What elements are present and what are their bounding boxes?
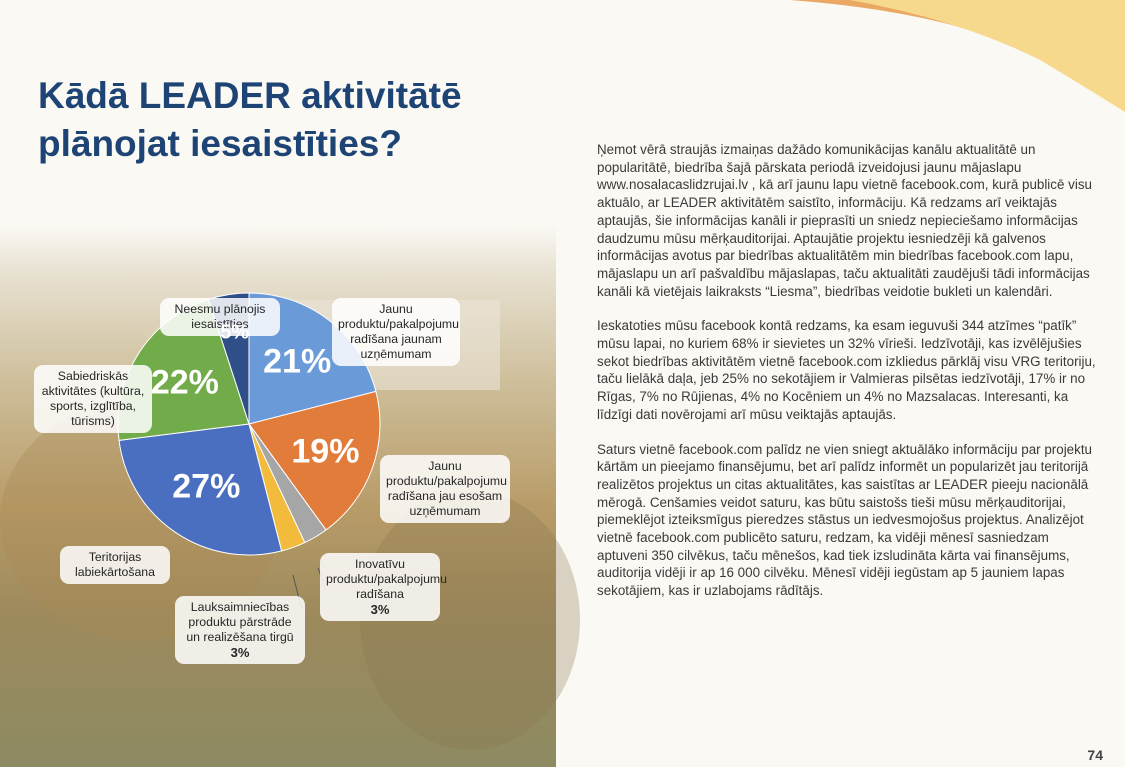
slice-label: Jaunu produktu/pakalpojumu radīšana jau … [380,455,510,523]
category-label: Jaunu produktu/pakalpojumu radīšana jau … [386,459,504,519]
slice-label: Lauksaimniecības produktu pārstrāde un r… [175,596,305,664]
paragraph: Ieskatoties mūsu facebook kontā redzams,… [597,317,1097,423]
paragraph: Ņemot vērā straujās izmaiņas dažādo komu… [597,141,1097,300]
value-label: 5% [220,322,249,345]
value-label: 19% [291,432,359,471]
body-text: Ņemot vērā straujās izmaiņas dažādo komu… [597,141,1097,617]
slice-label: Teritorijas labiekārtošana [60,546,170,584]
value-label: 21% [263,342,331,381]
slice-label: Jaunu produktu/pakalpojumu radīšana jaun… [332,298,460,366]
page: Kādā LEADER aktivitātē plānojat iesaistī… [0,0,1125,767]
slice-label: Sabiedriskās aktivitātes (kultūra, sport… [34,365,152,433]
category-label: Jaunu produktu/pakalpojumu radīšana jaun… [338,302,454,362]
paragraph: Saturs vietnē facebook.com palīdz ne vie… [597,441,1097,600]
value-label: 22% [151,364,219,403]
value-label: 3% [181,645,299,660]
category-label: Teritorijas labiekārtošana [66,550,164,580]
page-number: 74 [1087,747,1103,763]
value-label: 27% [172,467,240,506]
value-label: 3% [326,602,434,617]
category-label: Inovatīvu produktu/pakalpojumu radīšana [326,557,434,602]
category-label: Lauksaimniecības produktu pārstrāde un r… [181,600,299,645]
category-label: Sabiedriskās aktivitātes (kultūra, sport… [40,369,146,429]
